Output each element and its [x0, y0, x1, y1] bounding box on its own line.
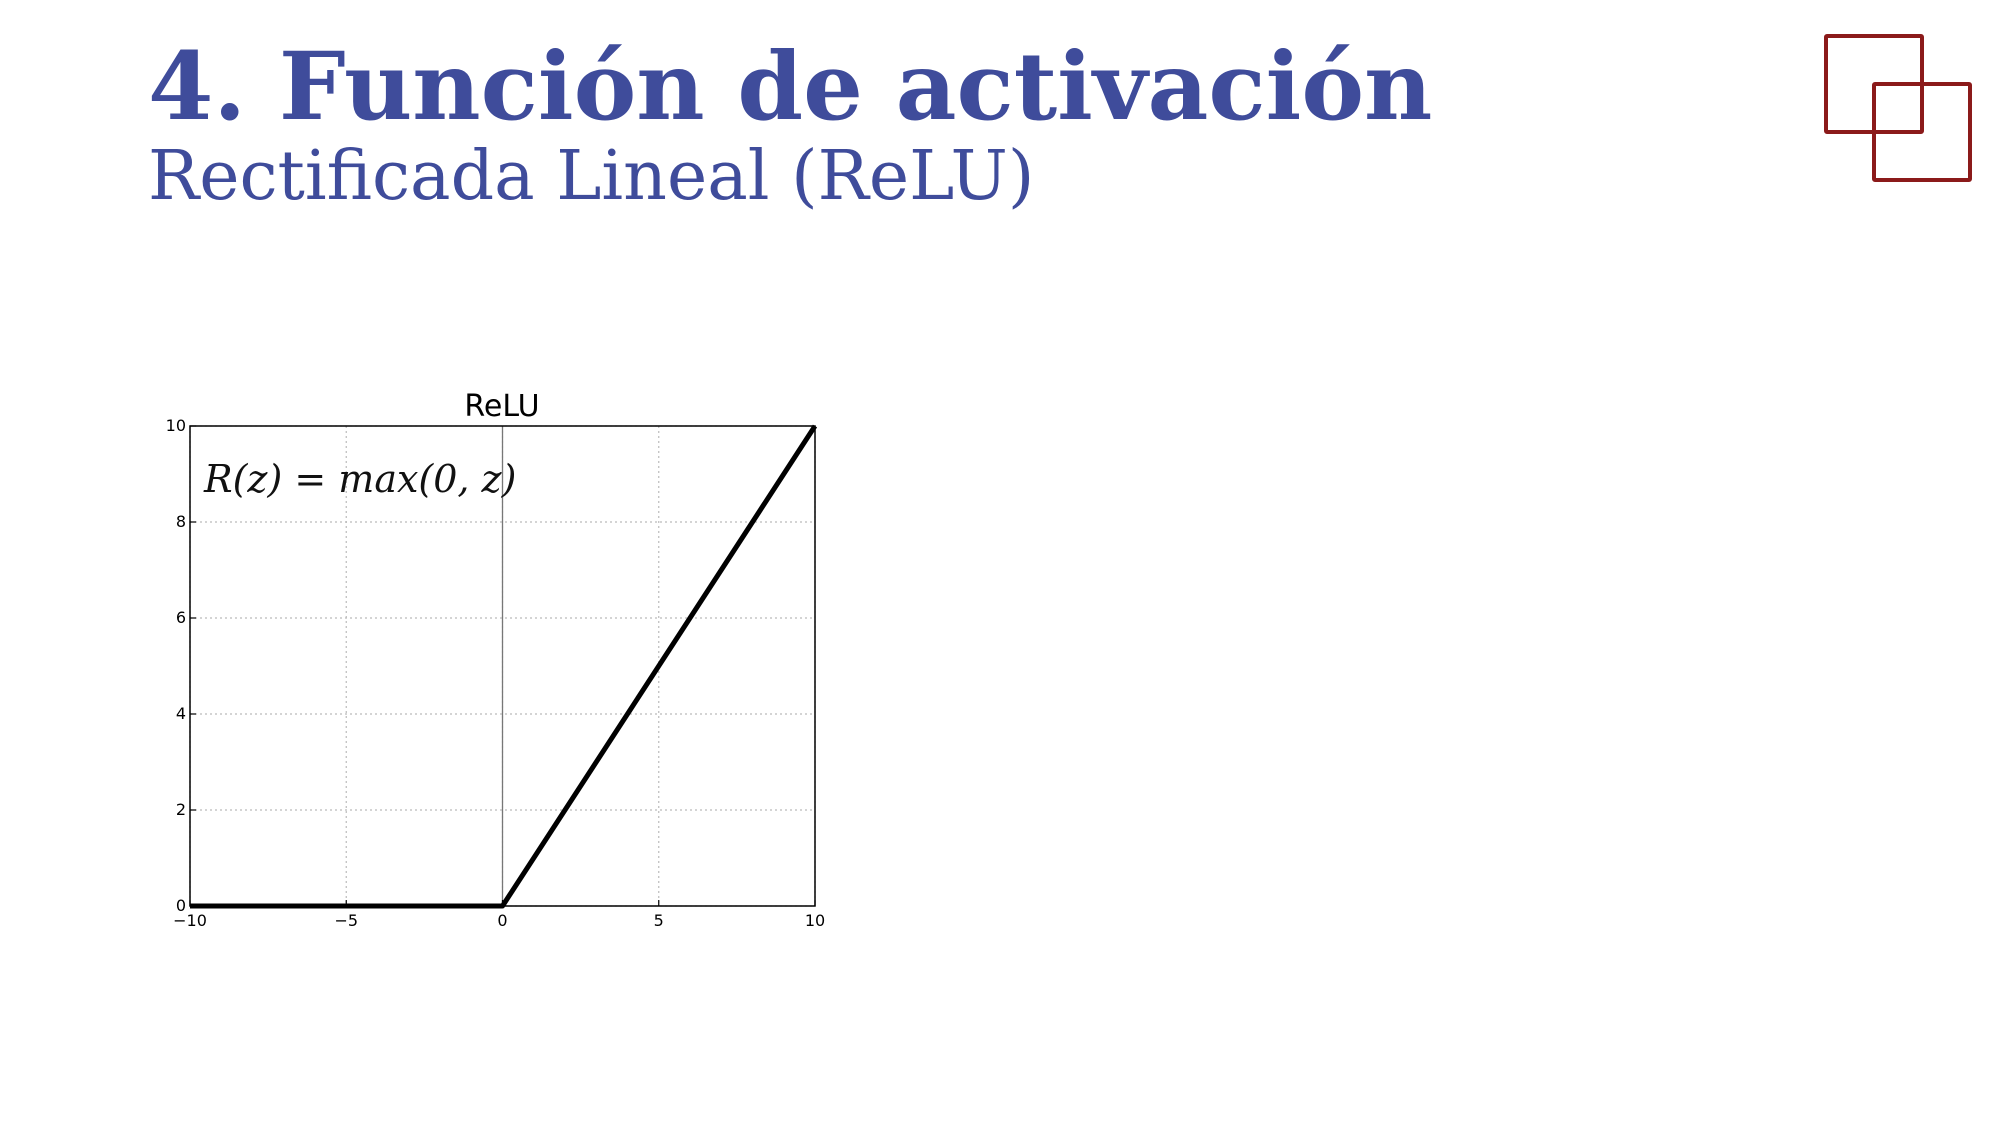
y-tick-label-3: 6: [176, 608, 186, 627]
logo-square-front: [1872, 82, 1972, 182]
chart-axes: −10 −5 0 5 10 0 2 4 6 8 10: [166, 416, 826, 930]
x-tick-label-0: −10: [173, 911, 207, 930]
x-tick-label-1: −5: [334, 911, 358, 930]
y-tick-label-1: 2: [176, 800, 186, 819]
series-line-0: [190, 424, 818, 909]
y-tick-label-0: 0: [176, 896, 186, 915]
x-tick-label-4: 10: [805, 911, 825, 930]
y-tick-label-5: 10: [166, 416, 186, 435]
slide-title: 4. Función de activación: [148, 32, 1433, 142]
slide-subtitle: Rectificada Lineal (ReLU): [148, 137, 1035, 216]
overlapping-squares-logo: [1820, 30, 1980, 190]
relu-chart: −10 −5 0 5 10 0 2 4 6 8 10 ReLU R(z) = max(0, z): [160, 380, 840, 940]
y-tick-label-4: 8: [176, 512, 186, 531]
y-tick-label-2: 4: [176, 704, 186, 723]
chart-series: [190, 424, 818, 909]
x-tick-label-2: 0: [497, 911, 507, 930]
x-tick-label-3: 5: [654, 911, 664, 930]
relu-chart-svg: −10 −5 0 5 10 0 2 4 6 8 10 ReLU R(z) = max(0, z): [166, 389, 826, 930]
chart-title: ReLU: [464, 389, 539, 424]
chart-annotation: R(z) = max(0, z): [203, 457, 516, 501]
